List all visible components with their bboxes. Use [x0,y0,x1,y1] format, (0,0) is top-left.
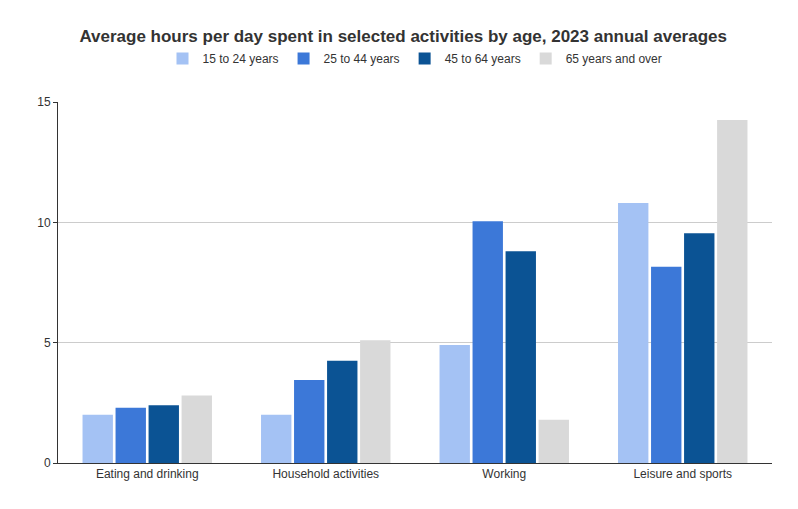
svg-text:Average hours per day spent in: Average hours per day spent in selected … [79,27,727,46]
svg-text:45 to 64 years: 45 to 64 years [445,52,521,66]
svg-text:15 to 24 years: 15 to 24 years [203,52,279,66]
svg-text:Eating and drinking: Eating and drinking [96,467,199,481]
svg-text:Household activities: Household activities [272,467,379,481]
svg-text:5: 5 [44,336,51,350]
svg-text:25 to 44 years: 25 to 44 years [324,52,400,66]
svg-text:Leisure and sports: Leisure and sports [633,467,732,481]
svg-text:15: 15 [37,95,51,109]
svg-text:0: 0 [44,456,51,470]
svg-text:10: 10 [37,216,51,230]
svg-text:Working: Working [482,467,526,481]
svg-text:65 years and over: 65 years and over [566,52,662,66]
